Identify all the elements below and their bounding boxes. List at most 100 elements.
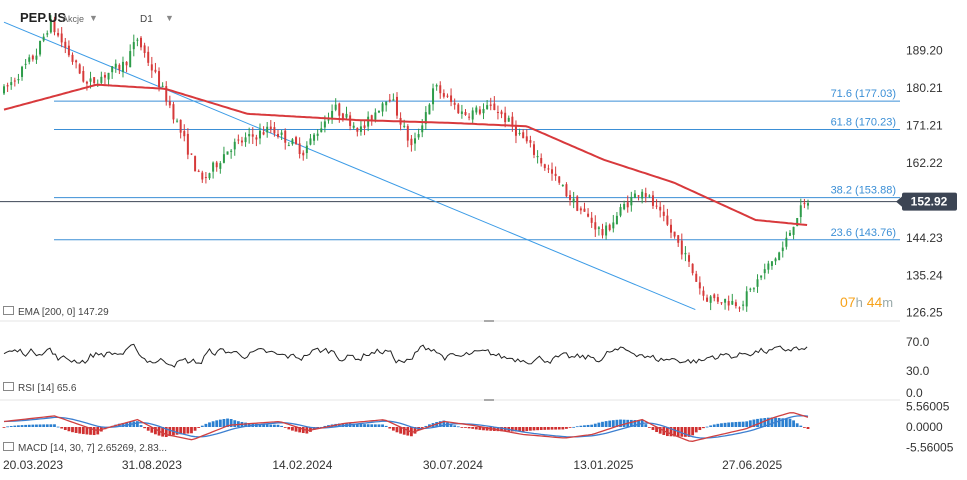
macd-hist-bar [691,427,695,436]
fib-level-label: 71.6 (177.03) [831,88,896,100]
x-tick-label: 30.07.2024 [423,458,483,472]
macd-hist-bar [608,420,612,427]
macd-hist-bar [741,421,745,427]
macd-hist-bar [766,417,770,427]
candle-body [453,102,456,105]
rsi-legend-value: 65.6 [56,383,77,394]
candle-body [662,211,665,216]
candle-body [28,57,31,62]
macd-hist-bar [309,427,312,432]
macd-hist-bar [38,424,42,427]
candle-body [475,107,478,113]
candle-body [60,33,63,43]
candle-body [298,143,301,154]
macd-hist-bar [655,427,658,433]
candle-body [561,185,564,187]
macd-hist-bar [291,427,294,431]
candle-body [601,229,604,236]
macd-hist-bar [370,424,374,427]
candle-body [713,294,716,299]
indicator-settings-icon[interactable] [3,306,14,315]
candle-body [796,218,799,227]
candle-body [42,36,45,41]
candle-body [6,85,9,87]
trend-line [3,21,696,311]
candle-body [147,51,150,63]
candle-body [114,63,117,68]
macd-hist-bar [27,424,31,427]
candle-body [457,104,460,114]
macd-hist-bar [298,427,302,433]
candle-body [190,153,193,155]
macd-hist-bar [71,427,74,433]
macd-hist-bar [799,425,803,427]
macd-hist-bar [413,427,417,434]
candle-body [150,64,153,71]
candle-body [702,290,705,296]
candle-body [280,132,283,135]
macd-hist-bar [49,424,53,427]
candle-body [71,54,74,62]
candle-body [669,224,672,233]
macd-hist-bar [283,427,287,428]
candle-body [186,133,189,155]
candle-body [460,111,463,114]
candles-group [3,15,809,312]
last-price-badge [902,192,957,211]
symbol-label[interactable]: PEP.US [20,10,67,25]
indicator-settings-icon[interactable] [3,382,14,391]
macd-hist-bar [752,419,756,427]
macd-histogram [2,417,810,438]
candle-body [695,273,698,282]
candle-body [442,93,445,97]
candle-body [125,61,128,66]
candle-body [248,134,251,137]
candle-body [75,60,78,63]
y-tick-label: 126.25 [906,306,943,320]
macd-legend[interactable]: MACD [14, 30, 7] 2.65269, 2.83... [3,442,167,454]
candle-body [316,133,319,136]
timeframe-label[interactable]: D1 [140,14,153,25]
candle-body [67,45,70,56]
candle-body [85,81,88,84]
macd-hist-bar [712,424,716,427]
macd-hist-bar [139,425,143,427]
macd-hist-bar [539,427,543,430]
candle-body [219,163,222,169]
candle-body [46,33,49,35]
candle-body [493,103,496,111]
macd-hist-bar [720,423,723,427]
rsi-legend[interactable]: RSI [14] 65.6 [3,382,76,394]
macd-hist-bar [200,425,204,427]
candle-body [284,130,287,143]
symbol-dropdown-icon[interactable]: ▼ [89,13,98,23]
macd-tick-label: -5.56005 [906,441,954,455]
macd-hist-bar [35,424,38,427]
ema-legend[interactable]: EMA [200, 0] 147.29 [3,306,109,318]
macd-hist-bar [464,427,467,428]
macd-hist-bar [647,427,651,428]
macd-hist-bar [9,425,13,427]
macd-hist-bar [399,427,402,434]
macd-hist-bar [453,425,457,427]
macd-hist-bar [301,427,305,434]
macd-hist-bar [525,427,529,432]
macd-hist-bar [154,427,157,435]
macd-hist-bar [150,427,154,433]
macd-hist-bar [723,422,727,427]
candle-body [778,252,781,261]
macd-hist-bar [583,425,586,427]
ema-legend-label: EMA [200, 0] [18,307,76,318]
candle-body [525,136,528,142]
macd-hist-bar [763,418,767,427]
macd-hist-bar [359,424,363,427]
candle-body [183,131,186,137]
macd-hist-bar [373,424,377,427]
macd-hist-bar [211,421,215,427]
candle-body [374,112,377,120]
indicator-settings-icon[interactable] [3,442,14,451]
candle-body [367,116,370,127]
macd-hist-bar [532,427,536,431]
timeframe-dropdown-icon[interactable]: ▼ [165,13,174,23]
